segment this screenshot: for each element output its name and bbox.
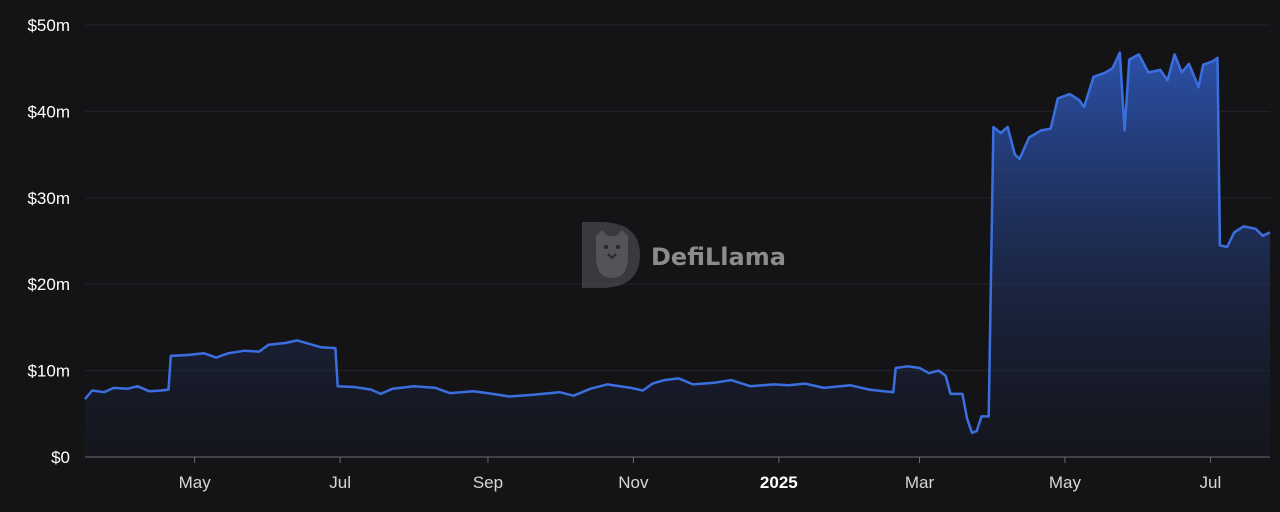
y-tick-label: $30m — [27, 189, 70, 208]
y-tick-label: $50m — [27, 16, 70, 35]
y-tick-label: $40m — [27, 102, 70, 121]
watermark-text: DefiLlama — [651, 243, 786, 271]
series-area — [85, 52, 1270, 457]
y-tick-label: $10m — [27, 362, 70, 381]
x-axis-ticks: May Jul Sep Nov 2025 Mar May Jul — [179, 457, 1222, 492]
x-tick-label: Jul — [329, 473, 351, 492]
x-tick-label: Mar — [905, 473, 935, 492]
y-tick-label: $0 — [51, 448, 70, 467]
watermark: DefiLlama — [582, 222, 786, 288]
defillama-logo-icon — [582, 222, 640, 288]
x-tick-label: May — [1049, 473, 1082, 492]
x-tick-label: 2025 — [760, 473, 798, 492]
x-tick-label: May — [179, 473, 212, 492]
series-line-layer — [84, 51, 1271, 435]
y-tick-label: $20m — [27, 275, 70, 294]
x-tick-label: Nov — [618, 473, 649, 492]
y-axis-ticks: $0 $10m $20m $30m $40m $50m — [27, 16, 70, 467]
area-fill-layer — [85, 52, 1270, 457]
x-tick-label: Jul — [1200, 473, 1222, 492]
series-line — [84, 51, 1271, 435]
x-tick-label: Sep — [473, 473, 503, 492]
